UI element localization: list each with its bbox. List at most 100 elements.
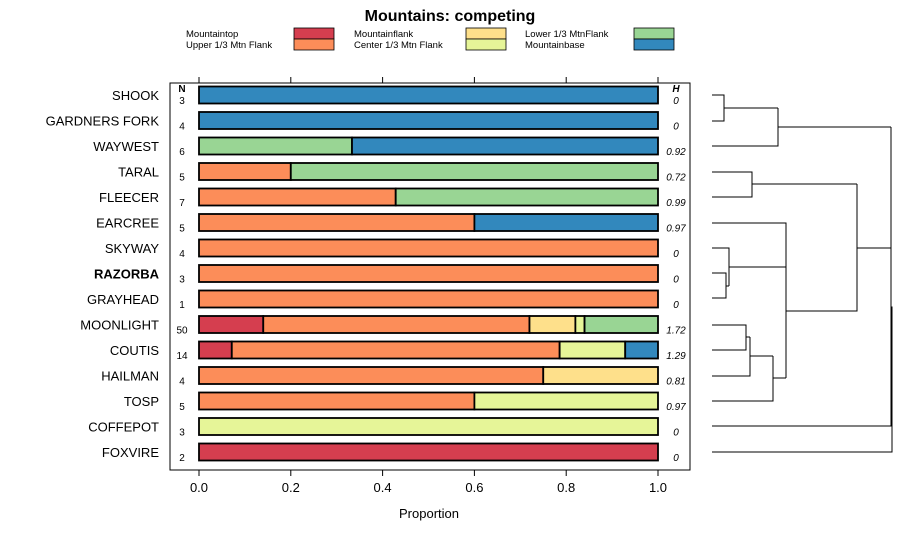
category-label: GRAYHEAD (87, 292, 159, 307)
category-label: SKYWAY (105, 241, 160, 256)
bar-row: COFFEPOT 3 0 (88, 417, 679, 439)
dendrogram-branch (712, 222, 787, 378)
h-value: 0 (673, 428, 679, 439)
h-value: 0 (673, 275, 679, 286)
legend-swatch (633, 27, 675, 40)
x-tick-label: 0.0 (190, 480, 208, 495)
h-value: 0 (673, 453, 679, 464)
bar-segment-center-1-3-mtn-flank (574, 315, 586, 334)
category-label: RAZORBA (94, 267, 160, 282)
bar-segment-upper-1-3-mtn-flank (198, 391, 476, 411)
bar-segment-upper-1-3-mtn-flank (262, 315, 531, 334)
category-label: EARCREE (96, 216, 159, 231)
n-value: 4 (179, 249, 185, 260)
n-value: 4 (179, 122, 185, 133)
category-label: GARDNERS FORK (46, 114, 160, 129)
plot-frame (169, 82, 691, 471)
bar-segment-mountainbase (198, 111, 659, 130)
bar-segment-upper-1-3-mtn-flank (198, 238, 659, 258)
h-value: 0 (673, 249, 679, 260)
bar-row: SHOOK 3 0 (112, 85, 679, 107)
legend-label: Upper 1/3 Mtn Flank (186, 40, 272, 51)
bar-segment-center-1-3-mtn-flank (558, 340, 627, 360)
bar-segment-center-1-3-mtn-flank (198, 417, 659, 436)
legend-label: Mountainflank (354, 29, 413, 40)
chart-title: Mountains: competing (365, 8, 536, 25)
bar-row: FLEECER 7 0.99 (99, 187, 686, 209)
n-value: 5 (179, 224, 185, 235)
x-tick-label: 1.0 (649, 480, 667, 495)
dendrogram-branch (712, 94, 891, 147)
n-value: 7 (179, 198, 185, 209)
n-value: 3 (179, 96, 185, 107)
bar-row: EARCREE 5 0.97 (96, 213, 686, 235)
legend-swatch (293, 38, 335, 51)
h-value: 0 (673, 122, 679, 133)
bar-segment-mountainflank (528, 315, 577, 334)
n-value: 2 (179, 453, 185, 464)
legend-label: Center 1/3 Mtn Flank (354, 40, 443, 51)
bar-segment-mountainbase (473, 213, 659, 232)
legend-label: Lower 1/3 MtnFlank (525, 29, 609, 40)
bar-row: RAZORBA 3 0 (94, 264, 679, 286)
h-value: 0.99 (666, 198, 686, 209)
h-header: H (672, 84, 680, 95)
bar-row: MOONLIGHT 50 1.72 (80, 315, 686, 337)
dendrogram-branch (712, 127, 893, 453)
x-tick-label: 0.6 (465, 480, 483, 495)
bar-row: GARDNERS FORK 4 0 (46, 111, 679, 133)
h-value: 0.97 (666, 224, 686, 235)
dendrogram-branch (712, 171, 857, 198)
n-value: 4 (179, 377, 185, 388)
bar-segment-upper-1-3-mtn-flank (198, 264, 659, 283)
category-label: TARAL (118, 165, 159, 180)
legend-swatch (633, 38, 675, 51)
bar-segment-mountaintop (198, 340, 233, 360)
x-tick-label: 0.4 (374, 480, 392, 495)
bar-segment-mountaintop (198, 442, 659, 462)
h-value: 0.81 (666, 377, 685, 388)
bar-row: TOSP 5 0.97 (124, 391, 686, 413)
bar-segment-mountainflank (542, 366, 659, 385)
bar-segment-lower-1-3-mtnflank (289, 162, 659, 181)
category-label: TOSP (124, 394, 159, 409)
legend-label: Mountainbase (525, 40, 585, 51)
category-label: FLEECER (99, 190, 159, 205)
bar-segment-mountainbase (624, 340, 659, 360)
n-value: 50 (176, 326, 188, 337)
bar-row: GRAYHEAD 1 0 (87, 289, 679, 311)
category-label: MOONLIGHT (80, 318, 159, 333)
n-value: 5 (179, 173, 185, 184)
x-tick-label: 0.2 (282, 480, 300, 495)
bar-segment-upper-1-3-mtn-flank (198, 162, 292, 181)
h-value: 0 (673, 96, 679, 107)
bar-row: COUTIS 14 1.29 (110, 340, 686, 362)
bar-segment-upper-1-3-mtn-flank (198, 366, 545, 385)
category-label: HAILMAN (101, 369, 159, 384)
legend-swatch (465, 38, 507, 51)
h-value: 0.92 (666, 147, 686, 158)
legend-swatch (293, 27, 335, 40)
dendrogram-branch (712, 184, 891, 402)
bar-segment-mountainbase (198, 85, 659, 105)
category-label: WAYWEST (93, 139, 159, 154)
n-value: 5 (179, 402, 185, 413)
bar-segment-lower-1-3-mtnflank (198, 136, 353, 156)
bar-segment-upper-1-3-mtn-flank (198, 289, 659, 309)
category-label: COUTIS (110, 343, 159, 358)
bar-segment-upper-1-3-mtn-flank (230, 340, 561, 360)
h-value: 0 (673, 300, 679, 311)
category-label: FOXVIRE (102, 445, 159, 460)
n-value: 1 (179, 300, 185, 311)
bar-row: SKYWAY 4 0 (105, 238, 679, 260)
bar-row: HAILMAN 4 0.81 (101, 366, 686, 388)
bar-segment-mountainbase (351, 136, 659, 156)
h-value: 1.29 (666, 351, 686, 362)
dendrogram (712, 94, 893, 453)
h-value: 0.72 (666, 173, 686, 184)
legend-label: Mountaintop (186, 29, 238, 40)
category-label: SHOOK (112, 88, 159, 103)
legend-swatch (465, 27, 507, 40)
